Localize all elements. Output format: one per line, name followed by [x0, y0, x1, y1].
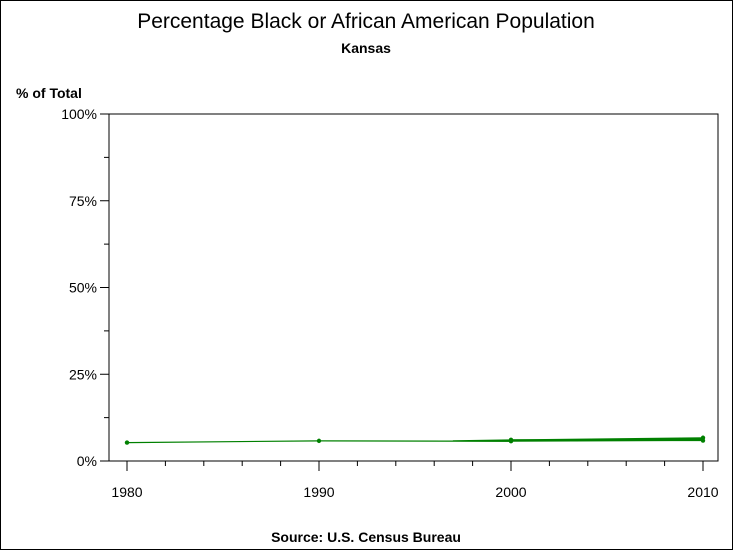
x-tick-label: 2010 — [687, 484, 718, 500]
y-axis-label: % of Total — [16, 85, 82, 101]
data-point — [700, 435, 706, 440]
data-point — [124, 440, 130, 445]
chart-subtitle: Kansas — [341, 40, 391, 56]
x-tick-label: 1990 — [303, 484, 334, 500]
source-note: Source: U.S. Census Bureau — [271, 529, 461, 545]
plot-area — [108, 113, 719, 462]
series-group — [124, 435, 706, 445]
x-tick-label: 2000 — [495, 484, 526, 500]
y-axis: 0% 25% 50% 75% 100% — [61, 106, 109, 469]
y-tick-label: 75% — [69, 193, 97, 209]
y-tick-label: 50% — [69, 280, 97, 296]
x-tick-label: 1980 — [111, 484, 142, 500]
x-axis: 1980 1990 2000 2010 — [111, 461, 719, 500]
y-tick-label: 0% — [77, 453, 97, 469]
y-tick-label: 100% — [61, 106, 97, 122]
chart-title: Percentage Black or African American Pop… — [137, 10, 595, 33]
series-band — [452, 437, 704, 442]
y-tick-label: 25% — [69, 366, 97, 382]
data-point — [316, 438, 322, 444]
data-point — [508, 437, 514, 443]
